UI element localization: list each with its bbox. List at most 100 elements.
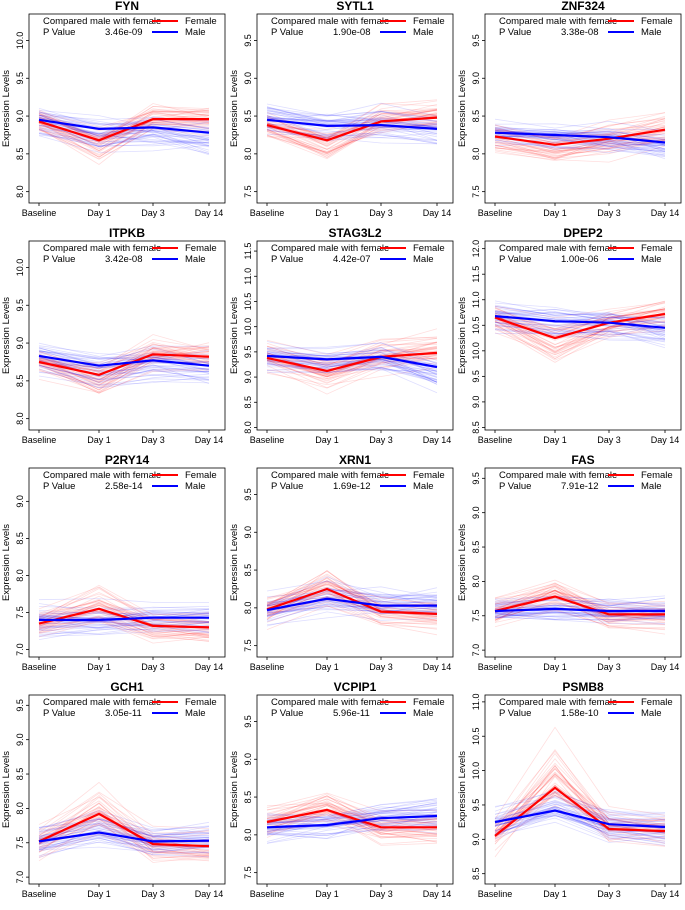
individual-line — [494, 589, 666, 610]
individual-line — [494, 133, 666, 145]
individual-line — [266, 360, 438, 385]
individual-line — [38, 599, 210, 632]
y-tick-label: 9.0 — [243, 526, 253, 539]
individual-line — [266, 822, 438, 836]
y-tick-label: 7.5 — [243, 185, 253, 198]
individual-line — [266, 352, 438, 383]
individual-line — [38, 124, 210, 147]
pvalue-value: 3.42e-08 — [105, 254, 143, 265]
individual-line — [266, 802, 438, 816]
individual-line — [494, 311, 666, 331]
individual-line — [266, 792, 438, 812]
individual-line — [266, 804, 438, 824]
individual-line — [494, 118, 666, 144]
individual-line — [38, 110, 210, 139]
individual-line — [38, 812, 210, 833]
individual-line — [38, 832, 210, 855]
mean-line-male — [494, 607, 665, 613]
individual-line — [38, 117, 210, 148]
legend-title: Compared male with female — [499, 243, 617, 254]
pvalue-value: 1.90e-08 — [333, 27, 371, 38]
individual-line — [266, 802, 438, 819]
chart-svg: FAS Baseline Day 1 Day 3 Day 14 7.0 7.5 8.0 8.5 9… — [457, 454, 682, 672]
individual-line — [266, 822, 438, 835]
individual-line — [494, 136, 666, 149]
individual-line — [494, 311, 666, 334]
individual-line — [38, 350, 210, 384]
individual-line — [38, 347, 210, 383]
individual-line — [494, 130, 666, 159]
x-tick-label: Day 14 — [423, 208, 452, 218]
legend-male-label: Male — [185, 481, 206, 492]
individual-line — [266, 106, 438, 128]
individual-line — [494, 603, 666, 630]
individual-line — [266, 592, 438, 603]
x-tick-label: Day 3 — [369, 435, 393, 445]
x-tick-label: Day 14 — [423, 889, 452, 899]
individual-line — [494, 326, 666, 363]
chart-panel: XRN1 Baseline Day 1 Day 3 Day 14 7.5 8.0 8.5 9.0… — [228, 454, 456, 681]
chart-svg: P2RY14 Baseline Day 1 Day 3 Day 14 7.0 7.5 8.0 8… — [1, 454, 226, 672]
individual-line — [494, 809, 666, 840]
y-tick-label: 10.5 — [471, 317, 481, 335]
pvalue-label: P Value — [499, 254, 531, 265]
individual-line — [266, 344, 438, 366]
individual-line — [494, 598, 666, 607]
individual-line — [38, 122, 210, 148]
individual-line — [494, 609, 666, 618]
y-tick-label: 9.5 — [243, 488, 253, 501]
individual-line — [266, 350, 438, 383]
y-tick-label: 10.0 — [15, 32, 25, 50]
individual-line — [267, 342, 438, 365]
individual-line — [38, 355, 210, 385]
individual-line — [494, 311, 666, 340]
individual-line — [494, 579, 666, 605]
individual-line — [266, 347, 438, 372]
individual-line — [494, 791, 666, 824]
individual-line — [38, 120, 210, 147]
y-tick-label: 9.0 — [243, 753, 253, 766]
y-tick-label: 10.5 — [243, 293, 253, 311]
y-tick-label: 10.5 — [471, 727, 481, 745]
individual-line — [494, 583, 666, 605]
pvalue-value: 1.58e-10 — [561, 708, 599, 719]
individual-line — [494, 810, 666, 836]
legend-title: Compared male with female — [499, 470, 617, 481]
x-tick-label: Day 1 — [87, 662, 111, 672]
individual-line — [38, 600, 210, 623]
individual-line — [38, 625, 210, 634]
x-tick-label: Day 3 — [597, 435, 621, 445]
y-tick-label: 8.5 — [15, 148, 25, 161]
individual-line — [38, 611, 210, 620]
individual-line — [494, 814, 666, 842]
individual-line — [266, 121, 438, 157]
plot-frame — [484, 13, 682, 204]
individual-line — [266, 362, 438, 389]
individual-line — [38, 103, 210, 141]
individual-line — [266, 605, 438, 630]
individual-line — [38, 814, 210, 849]
legend-title: Compared male with female — [43, 16, 161, 27]
mean-line-male — [494, 131, 666, 144]
individual-line — [38, 615, 210, 634]
individual-line — [266, 818, 438, 844]
individual-line — [494, 128, 666, 154]
mean-line-female — [38, 117, 209, 142]
x-tick-label: Day 3 — [141, 662, 165, 672]
individual-line — [494, 136, 666, 152]
individual-line — [266, 603, 438, 617]
individual-line — [38, 835, 210, 851]
individual-line — [494, 791, 666, 828]
individual-line — [494, 613, 666, 623]
chart-title: VCPIP1 — [334, 681, 377, 694]
individual-line — [266, 336, 438, 355]
legend-male-label: Male — [185, 708, 206, 719]
individual-line — [494, 800, 666, 821]
individual-line — [494, 140, 666, 159]
individual-line — [266, 122, 438, 156]
individual-line — [38, 623, 210, 636]
y-tick-label: 8.5 — [471, 541, 481, 554]
